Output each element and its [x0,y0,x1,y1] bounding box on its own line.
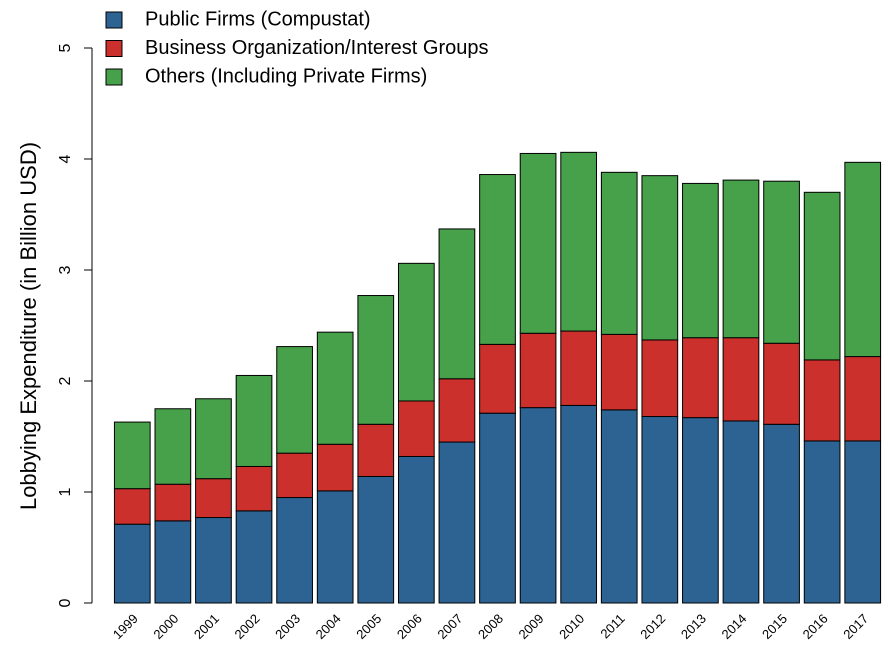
bar-segment [641,339,679,418]
bar-segment [316,443,354,492]
bar-segment [276,497,313,604]
bar-segment [154,408,192,485]
bar-segment [479,174,516,345]
y-tick-label: 0 [57,598,74,607]
bar-segment [276,452,313,499]
bar-segment [438,441,476,604]
y-axis-label: Lobbying Expenditure (in Billion USD) [16,142,41,510]
bar-segment [235,465,273,512]
bar-segment [113,488,151,525]
bar-segment [722,420,760,604]
x-tick-label: 2015 [759,611,790,642]
bar-segment [519,332,557,409]
bar-segment [479,343,516,414]
x-tick-label: 2000 [150,611,181,642]
x-tick-label: 2016 [800,611,831,642]
legend-swatch [105,40,123,57]
bar-segment [397,455,435,604]
bar-segment [113,523,151,604]
x-tick-label: 2012 [637,611,668,642]
x-tick-label: 2004 [313,611,344,642]
bar-segment [722,337,760,422]
bar-segment [844,161,882,358]
bar-segment [357,475,395,604]
legend-swatch [105,68,123,86]
bar-segment [763,423,800,604]
bar-segment [763,342,800,425]
x-tick-label: 2011 [597,611,627,641]
bar-segment [641,175,679,341]
x-tick-label: 2003 [272,611,303,642]
x-tick-label: 2008 [475,611,506,642]
bar-segment [803,359,841,442]
bar-segment [316,490,354,604]
bar-segment [763,180,800,344]
bar-segment [235,374,273,467]
bar-segment [113,421,151,490]
bar-segment [722,179,760,339]
bar-segment [600,409,638,604]
y-tick-label: 2 [57,376,74,385]
x-tick-label: 2017 [840,611,871,642]
bar-segment [803,191,841,361]
bar-segment [560,151,598,332]
bar-segment [154,520,192,604]
bar-segment [357,423,395,477]
bar-segment [641,416,679,604]
bar-segment [438,228,476,380]
bar-segment [479,412,516,604]
x-tick-label: 2006 [394,611,425,642]
bar-segment [844,356,882,442]
bar-segment [316,331,354,445]
y-tick-label: 3 [57,265,74,274]
x-tick-label: 2002 [232,611,263,642]
x-tick-label: 2014 [718,611,749,642]
x-tick-label: 1999 [110,611,141,642]
bar-segment [397,262,435,402]
bar-segment [357,295,395,425]
x-tick-label: 2009 [516,611,547,642]
bar-segment [519,152,557,334]
y-tick-label: 4 [57,154,74,163]
legend-label: Public Firms (Compustat) [145,8,371,30]
bar-segment [600,171,638,335]
y-tick-label: 5 [57,43,74,52]
y-tick-label: 1 [57,487,74,496]
bar-segment [560,330,598,406]
bar-segment [803,440,841,604]
x-tick-label: 2001 [191,611,222,642]
bar-segment [397,400,435,457]
x-tick-label: 2005 [353,611,384,642]
bar-segment [195,398,232,480]
bar-segment [560,404,598,604]
legend-swatch [105,11,123,29]
bar-segment [600,333,638,411]
bar-segment [682,417,719,604]
legend-label: Others (Including Private Firms) [145,65,427,87]
bar-segment [276,346,313,454]
bar-segment [682,182,719,339]
x-tick-label: 2013 [678,611,709,642]
bar-segment [438,378,476,443]
bar-segment [844,440,882,604]
bar-segment [235,510,273,604]
bar-segment [519,407,557,604]
x-tick-label: 2007 [434,611,465,642]
legend-label: Business Organization/Interest Groups [145,37,489,59]
bar-segment [195,478,232,519]
bar-segment [682,337,719,419]
bar-segment [195,517,232,604]
bar-segment [154,483,192,522]
x-tick-label: 2010 [556,611,587,642]
